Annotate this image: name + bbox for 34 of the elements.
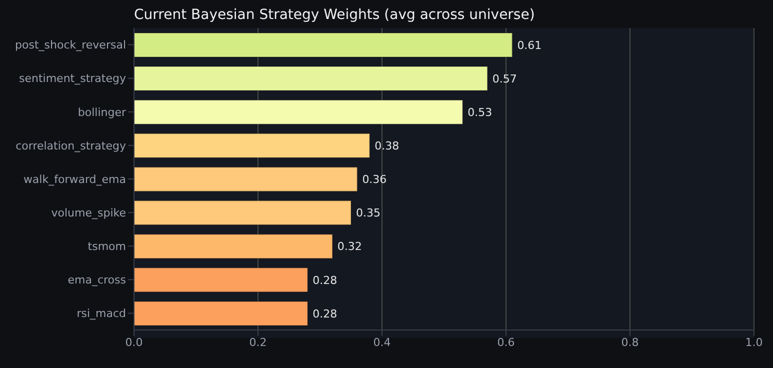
data-label: 0.61 xyxy=(517,38,542,52)
bar xyxy=(134,300,308,326)
x-tick-label: 1.0 xyxy=(745,336,763,349)
x-tick-label: 0.0 xyxy=(125,336,143,349)
x-tick-label: 0.6 xyxy=(497,336,515,349)
y-tick-label: rsi_macd xyxy=(76,307,126,320)
data-label: 0.53 xyxy=(468,106,492,120)
bar xyxy=(134,166,358,192)
x-tick-label: 0.4 xyxy=(373,336,391,349)
y-tick-label: walk_forward_ema xyxy=(23,172,126,186)
y-tick-label: post_shock_reversal xyxy=(15,38,126,52)
chart-title: Current Bayesian Strategy Weights (avg across universe) xyxy=(134,7,535,23)
bar xyxy=(134,100,464,125)
bar xyxy=(134,200,352,226)
y-tick-label: tsmom xyxy=(88,240,126,254)
bar xyxy=(134,32,513,58)
data-label: 0.36 xyxy=(362,173,387,186)
bar xyxy=(134,133,370,158)
x-tick-label: 0.8 xyxy=(621,336,639,349)
data-label: 0.38 xyxy=(374,140,400,153)
data-label: 0.28 xyxy=(312,307,338,320)
y-tick-label: volume_spike xyxy=(51,206,126,220)
data-label: 0.32 xyxy=(337,240,362,254)
data-label: 0.28 xyxy=(312,274,338,287)
bar xyxy=(134,66,488,92)
x-tick-label: 0.2 xyxy=(249,336,267,349)
data-label: 0.57 xyxy=(492,72,517,86)
y-tick-label: correlation_strategy xyxy=(16,139,126,152)
y-tick-label: ema_cross xyxy=(68,274,126,287)
bar xyxy=(134,234,333,259)
bar xyxy=(134,267,308,292)
y-tick-label: sentiment_strategy xyxy=(19,72,126,86)
y-tick-label: bollinger xyxy=(78,106,126,119)
data-label: 0.35 xyxy=(356,206,380,220)
